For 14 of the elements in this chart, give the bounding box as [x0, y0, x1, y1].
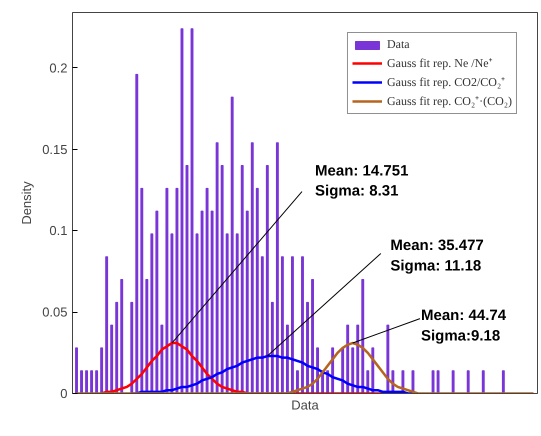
annotation: Mean: 14.751 Sigma: 8.31 [315, 162, 408, 200]
legend-label: Gauss fit rep. Ne /Ne⁺ [386, 55, 493, 71]
legend-label: Gauss fit rep. CO₂⁺·(CO₂) [386, 93, 512, 109]
legend-label: Data [386, 37, 410, 52]
y-tick-label: 0 [60, 386, 68, 401]
y-tick-label: 0.15 [42, 142, 68, 157]
y-tick-label: 0.05 [42, 304, 68, 320]
y-tick-label: 0.1 [49, 223, 68, 238]
annotation: Mean: 44.74 Sigma:9.18 [421, 307, 507, 345]
y-axis-title: Density [19, 180, 34, 225]
legend-label: Gauss fit rep. CO2/CO₂⁺ [386, 74, 506, 90]
annotation: Mean: 35.477 Sigma: 11.18 [390, 237, 484, 275]
x-axis-title: Data [291, 398, 320, 412]
y-tick-label: 0.2 [49, 60, 68, 76]
